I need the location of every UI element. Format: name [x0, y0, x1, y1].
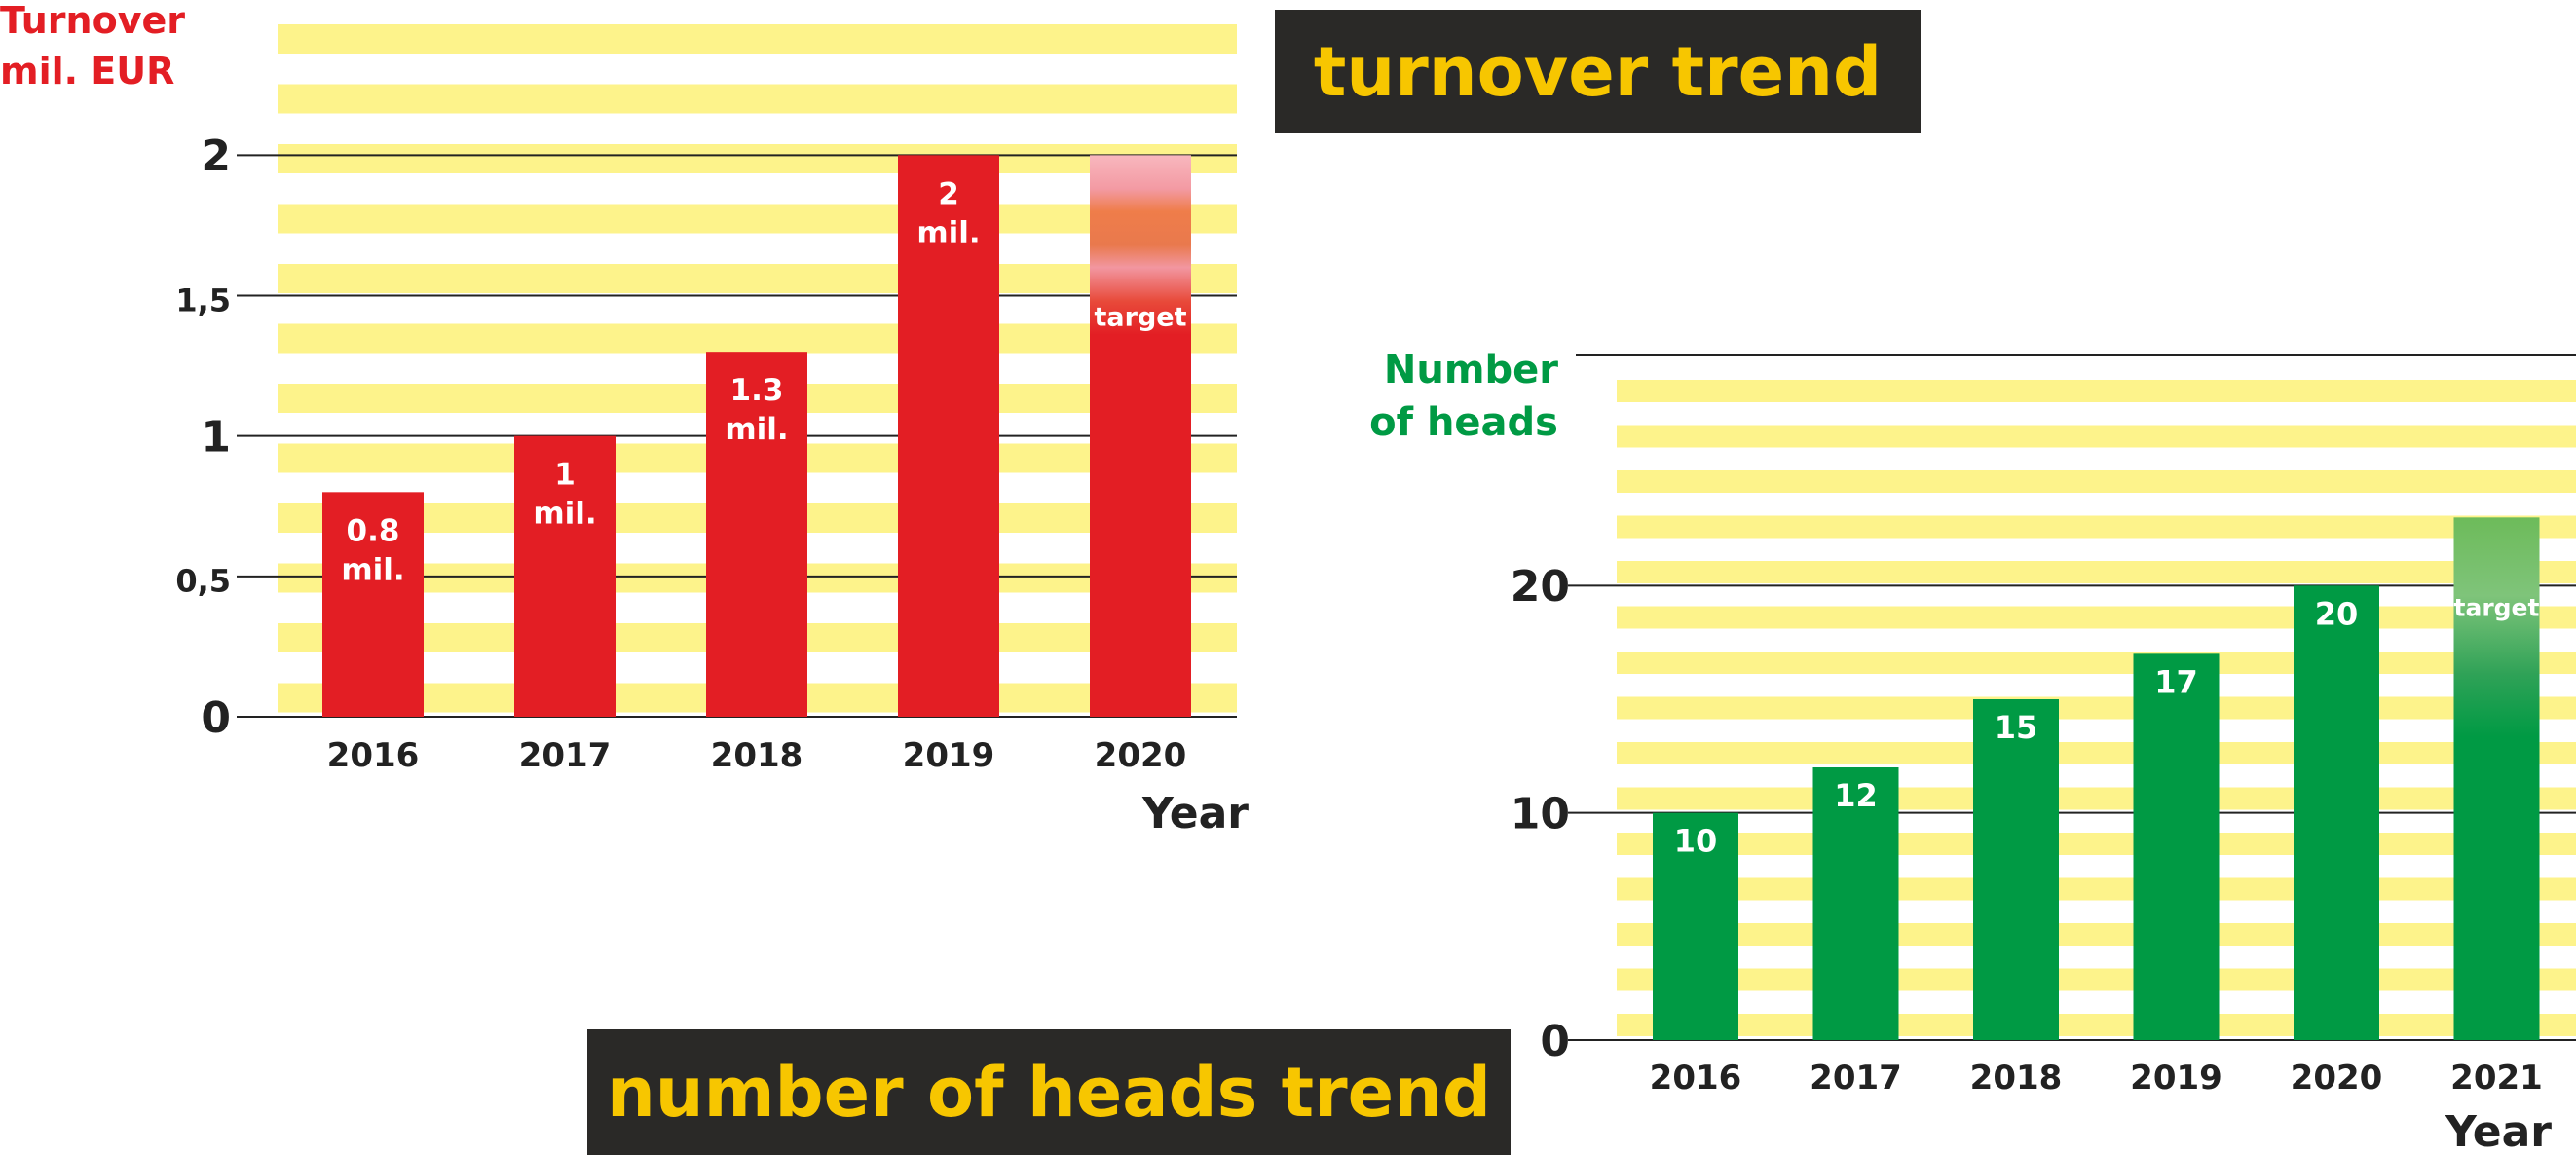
data-label: target [1095, 302, 1187, 332]
background-band [1617, 561, 2576, 583]
background-band [1617, 652, 2576, 674]
turnover-bar-group: 2 mil. [898, 155, 999, 718]
data-label: mil. [916, 215, 980, 250]
data-label: 2 [938, 176, 959, 211]
target-bar [2453, 517, 2540, 1040]
heads-bar-group: 12 [1812, 767, 1899, 1040]
turnover-bar-group: target [1090, 155, 1191, 718]
background-band [1617, 742, 2576, 764]
bar [514, 435, 616, 717]
x-tick-label: 2018 [1970, 1059, 2063, 1098]
background-band [278, 24, 1237, 54]
background-band [1617, 1014, 2576, 1036]
background-band [1617, 877, 2576, 901]
y-tick-label: 0 [1540, 1017, 1570, 1066]
background-band [1617, 425, 2576, 448]
bar [322, 492, 424, 717]
background-band [278, 84, 1237, 114]
turnover-bar-group: 0.8 mil. [322, 492, 424, 717]
turnover-bar-group: 1 mil. [514, 435, 616, 717]
data-label: mil. [341, 552, 404, 587]
x-tick-label: 2019 [903, 736, 995, 775]
data-label: target [2454, 593, 2540, 621]
bar [2294, 585, 2379, 1040]
x-tick-label: 2020 [1095, 736, 1187, 775]
y-tick-label: 0 [201, 693, 231, 743]
bar [1973, 699, 2059, 1040]
x-tick-label: 2017 [1810, 1059, 1902, 1098]
y-tick-label: 10 [1511, 790, 1570, 839]
background-band [1617, 696, 2576, 720]
bar [706, 352, 807, 717]
background-band [1617, 470, 2576, 493]
x-tick-label: 2019 [2130, 1059, 2222, 1098]
background-band [1617, 833, 2576, 855]
heads-title: number of heads trend [587, 1029, 1511, 1155]
data-label: mil. [725, 412, 788, 447]
y-tick-label: 0,5 [175, 563, 231, 600]
background-band [278, 323, 1237, 354]
heads-bar-group: 15 [1973, 699, 2059, 1040]
turnover-title: turnover trend [1275, 10, 1921, 133]
data-label: 15 [1995, 709, 2038, 746]
x-tick-label: 2016 [1650, 1059, 1742, 1098]
y-tick-label: 20 [1511, 562, 1570, 612]
background-band [1617, 923, 2576, 946]
bar [1812, 767, 1899, 1040]
y-axis-label: Turnover [0, 0, 185, 42]
data-label: 1.3 [730, 373, 784, 408]
y-tick-label: 2 [201, 131, 231, 181]
data-label: 0.8 [347, 513, 400, 548]
heads-bar-group: 20 [2294, 585, 2379, 1040]
data-label: 10 [1674, 823, 1718, 860]
data-label: 1 [554, 458, 576, 493]
y-axis-label: Number [1384, 348, 1558, 392]
background-band [278, 144, 1237, 173]
bar [1653, 812, 1738, 1040]
background-band [1617, 515, 2576, 539]
x-tick-label: 2021 [2450, 1059, 2543, 1098]
background-band [278, 264, 1237, 293]
target-bar [1090, 155, 1191, 718]
bar [2133, 653, 2220, 1040]
data-label: 12 [1834, 777, 1878, 814]
data-label: 17 [2154, 663, 2198, 700]
y-tick-label: 1,5 [175, 281, 231, 318]
x-tick-label: 2020 [2291, 1059, 2383, 1098]
turnover-bar-group: 1.3 mil. [706, 352, 807, 717]
background-band [1617, 968, 2576, 991]
data-label: mil. [533, 497, 596, 532]
background-band [1617, 380, 2576, 402]
x-tick-label: 2018 [711, 736, 803, 775]
heads-background-bands [1617, 380, 2576, 1036]
heads-bar-group: 17 [2133, 653, 2220, 1040]
y-tick-label: 1 [201, 413, 231, 463]
background-band [1617, 606, 2576, 629]
heads-bar-group: target [2453, 517, 2540, 1040]
x-axis-label: Year [2445, 1107, 2552, 1155]
heads-bar-group: 10 [1653, 812, 1738, 1040]
x-axis-label: Year [1141, 789, 1249, 838]
y-axis-label: of heads [1369, 400, 1558, 445]
x-tick-label: 2017 [519, 736, 612, 775]
bar [898, 155, 999, 718]
background-band [1617, 787, 2576, 810]
data-label: 20 [2315, 595, 2359, 632]
y-axis-label: mil. EUR [0, 50, 174, 93]
background-band [278, 204, 1237, 234]
x-tick-label: 2016 [327, 736, 420, 775]
